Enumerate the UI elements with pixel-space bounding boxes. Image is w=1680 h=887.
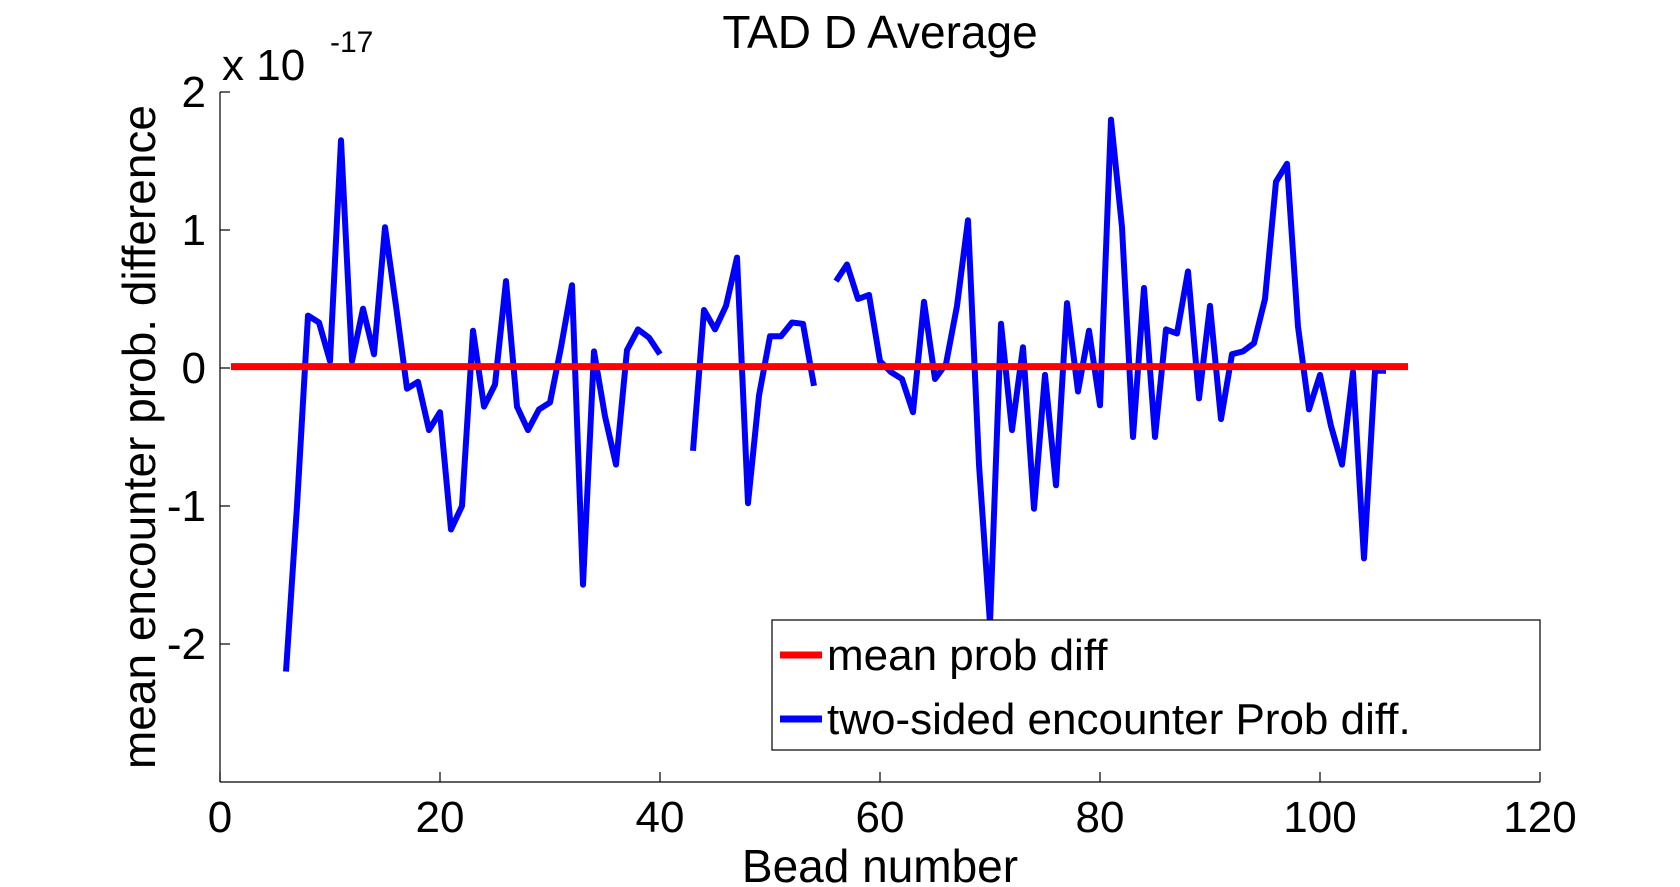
series-line bbox=[283, 137, 663, 672]
x-tick-label: 80 bbox=[1076, 793, 1125, 842]
legend-label: two-sided encounter Prob diff. bbox=[827, 695, 1411, 744]
series-line bbox=[690, 254, 817, 507]
y-axis-label: mean encounter prob. difference bbox=[113, 105, 165, 769]
x-tick-label: 60 bbox=[856, 793, 905, 842]
x-axis-label: Bead number bbox=[742, 840, 1018, 887]
series-line bbox=[833, 116, 1386, 627]
x-tick-label: 100 bbox=[1283, 793, 1356, 842]
x-tick-label: 40 bbox=[636, 793, 685, 842]
legend-label: mean prob diff bbox=[827, 631, 1108, 680]
y-exponent-power: -17 bbox=[330, 26, 373, 59]
y-tick-label: -2 bbox=[167, 620, 206, 669]
y-exponent-label: x 10 bbox=[222, 41, 305, 90]
x-tick-label: 20 bbox=[416, 793, 465, 842]
y-tick-label: 0 bbox=[182, 344, 206, 393]
legend-box bbox=[771, 619, 1541, 751]
chart-title: TAD D Average bbox=[722, 6, 1037, 58]
y-tick-label: 2 bbox=[182, 68, 206, 117]
x-tick-label: 0 bbox=[208, 793, 232, 842]
series-two-sided-prob-diff bbox=[283, 116, 1386, 672]
x-tick-label: 120 bbox=[1503, 793, 1576, 842]
y-tick-label: -1 bbox=[167, 482, 206, 531]
y-tick-label: 1 bbox=[182, 206, 206, 255]
